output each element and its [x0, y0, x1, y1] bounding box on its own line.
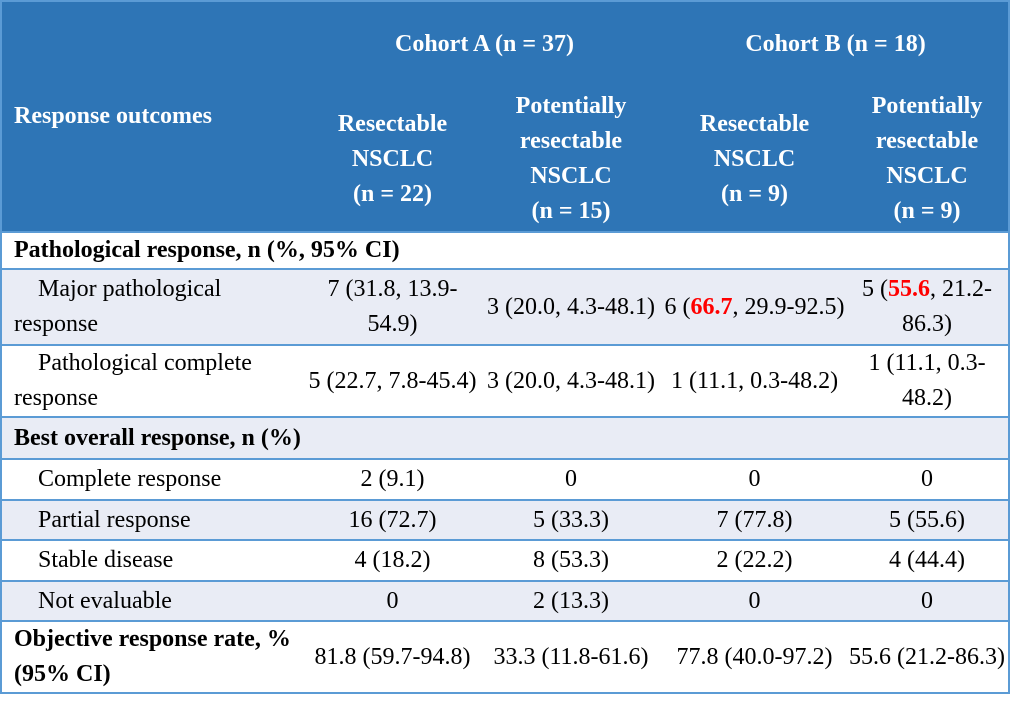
- row-label: Stable disease: [38, 547, 174, 573]
- table-row: Pathological complete response 5 (22.7, …: [1, 345, 1010, 417]
- table-row: Partial response 16 (72.7) 5 (33.3) 7 (7…: [1, 500, 1010, 540]
- cell: 5 (33.3): [533, 506, 609, 533]
- row-label: Partial response: [38, 506, 191, 533]
- table-row: Not evaluable 0 2 (13.3) 0 0: [1, 581, 1010, 621]
- cell: 0: [921, 466, 934, 492]
- cell: 6 (66.7, 29.9-92.5): [664, 293, 845, 320]
- cell: 5 (22.7, 7.8-45.4): [308, 367, 477, 394]
- cell: 4 (18.2): [354, 547, 431, 573]
- cell: 0: [748, 587, 761, 614]
- section-pathological: Pathological response, n (%, 95% CI): [14, 237, 400, 263]
- subheader-a-potentially: Potentially resectable NSCLC (n = 15): [479, 87, 664, 232]
- table-row: Stable disease 4 (18.2) 8 (53.3) 2 (22.2…: [1, 540, 1010, 581]
- cell: 3 (20.0, 4.3-48.1): [487, 367, 655, 394]
- highlight-value: 55.6: [888, 276, 931, 302]
- cohort-b-header: Cohort B (n = 18): [663, 1, 1010, 87]
- cell: 55.6 (21.2-86.3): [849, 643, 1005, 670]
- section-row: Pathological response, n (%, 95% CI): [1, 232, 1010, 269]
- cell: 7 (77.8): [716, 506, 793, 533]
- cell: 5 (55.6, 21.2-86.3): [862, 276, 993, 337]
- cell: 4 (44.4): [889, 547, 965, 573]
- table-row: Major pathological response 7 (31.8, 13.…: [1, 269, 1010, 345]
- cell: 1 (11.1, 0.3-48.2): [670, 367, 839, 394]
- row-label-header: Response outcomes: [1, 1, 306, 232]
- subheader-b-potentially: Potentially resectable NSCLC (n = 9): [846, 87, 1010, 232]
- row-label: Pathological complete response: [14, 350, 252, 411]
- cell: 0: [565, 466, 577, 492]
- highlight-value: 66.7: [690, 293, 733, 320]
- cell: 3 (20.0, 4.3-48.1): [487, 293, 655, 320]
- section-best-overall: Best overall response, n (%): [14, 424, 301, 451]
- cell: 33.3 (11.8-61.6): [493, 643, 649, 670]
- cell: 81.8 (59.7-94.8): [314, 643, 471, 670]
- cell: 2 (9.1): [360, 466, 425, 492]
- table-row: Complete response 2 (9.1) 0 0 0: [1, 459, 1010, 500]
- cell: 1 (11.1, 0.3-48.2): [868, 350, 986, 411]
- table-row: Objective response rate, % (95% CI) 81.8…: [1, 621, 1010, 693]
- cell: 7 (31.8, 13.9-54.9): [327, 276, 458, 337]
- cohort-a-header: Cohort A (n = 37): [306, 1, 664, 87]
- cell: 8 (53.3): [533, 547, 609, 573]
- row-label: Not evaluable: [38, 587, 172, 614]
- subheader-b-resectable: Resectable NSCLC (n = 9): [663, 87, 847, 232]
- subheader-a-resectable: Resectable NSCLC (n = 22): [306, 87, 479, 232]
- cell: 5 (55.6): [889, 506, 965, 533]
- cell: 2 (22.2): [716, 547, 793, 573]
- row-label: Complete response: [38, 466, 222, 492]
- row-label: Objective response rate, % (95% CI): [14, 626, 291, 687]
- cell: 0: [748, 466, 761, 492]
- cell: 0: [921, 587, 934, 614]
- cell: 77.8 (40.0-97.2): [676, 643, 833, 670]
- cell: 16 (72.7): [348, 506, 437, 533]
- row-label: Major pathological response: [14, 276, 222, 337]
- cell: 2 (13.3): [533, 587, 609, 614]
- section-row: Best overall response, n (%): [1, 417, 1010, 459]
- cell: 0: [386, 587, 399, 614]
